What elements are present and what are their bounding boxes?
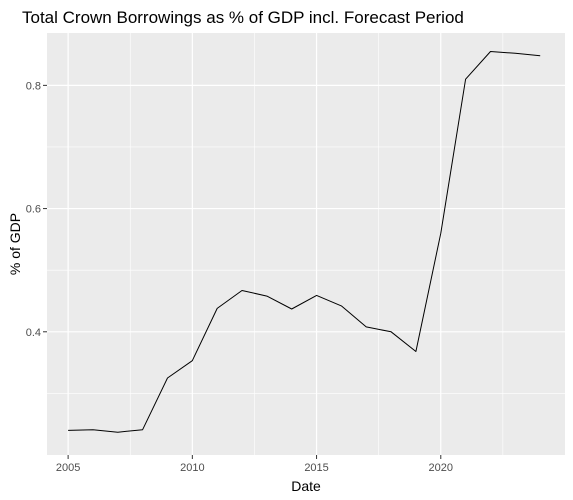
- chart-title: Total Crown Borrowings as % of GDP incl.…: [22, 8, 464, 27]
- axis-ticks: 2005 2010 2015 2020 0.4 0.6 0.8: [26, 80, 453, 474]
- grid-lines: [47, 33, 565, 455]
- y-tick-label: 0.4: [26, 327, 41, 339]
- data-series: [68, 51, 541, 433]
- y-tick-label: 0.6: [26, 204, 41, 216]
- y-tick-label: 0.8: [26, 80, 41, 92]
- series-line: [68, 51, 541, 433]
- y-axis-title: % of GDP: [7, 213, 23, 275]
- x-tick-label: 2005: [56, 462, 80, 474]
- x-axis-title: Date: [291, 478, 321, 494]
- x-tick-label: 2020: [429, 462, 453, 474]
- plot-panel: [47, 33, 565, 455]
- x-tick-label: 2010: [180, 462, 204, 474]
- x-tick-label: 2015: [304, 462, 328, 474]
